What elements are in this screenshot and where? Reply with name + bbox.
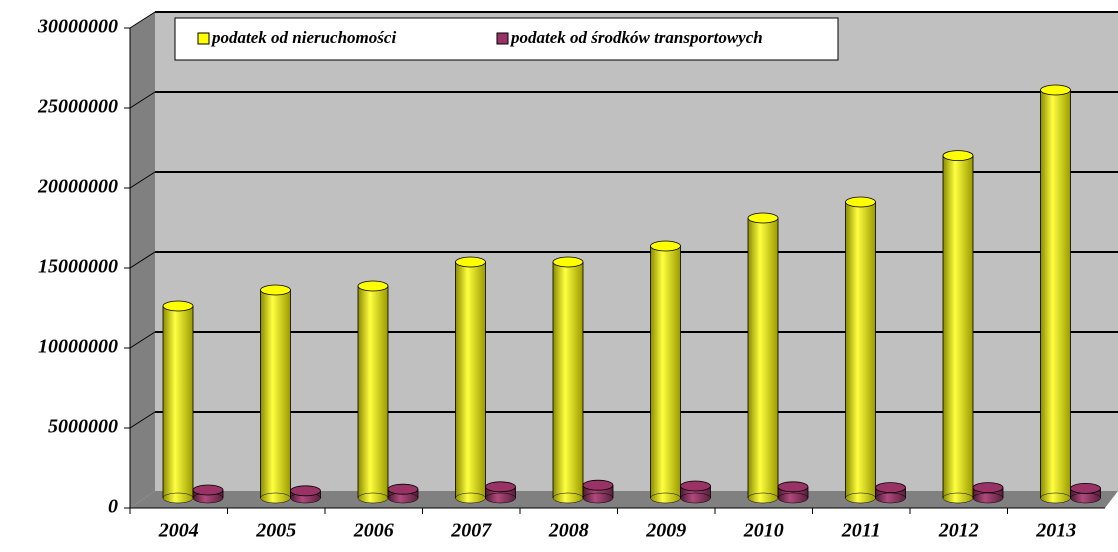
cylinder-top [942,150,974,162]
cylinder-body [943,155,973,498]
y-tick-label: 5000000 [48,416,118,438]
cylinder-top [552,256,584,268]
legend-swatch [496,32,509,45]
cylinder-top [777,481,809,493]
grid-line [129,91,156,109]
cylinder-top [845,196,876,208]
x-tick-label: 2006 [353,520,394,542]
x-tick-label: 2007 [450,520,492,542]
cylinder-top [1040,84,1071,96]
cylinder-body [650,246,681,498]
cylinder-top [650,240,681,252]
cylinder-base [1070,492,1101,504]
x-tick-label: 2009 [645,520,686,542]
x-tick-label: 2012 [938,520,979,542]
cylinder-body [778,486,808,498]
cylinder-body [553,262,583,498]
cylinder-base [357,492,389,504]
cylinder-body [748,218,778,498]
cylinder-body [455,262,486,498]
cylinder-base [552,492,584,504]
x-tick-label: 2008 [548,520,589,542]
y-tick-label: 25000000 [37,96,118,118]
cylinder-base [777,492,809,504]
x-tick-label: 2004 [158,520,199,542]
y-tick-label: 15000000 [38,256,118,278]
cylinder-top [582,479,614,491]
cylinder-base [747,492,779,504]
cylinder-base [845,492,876,504]
x-tick-label: 2010 [743,520,784,542]
legend-label: podatek od środków transportowych [509,28,763,47]
cylinder-base [875,492,906,504]
cylinder-top [1070,482,1101,494]
cylinder-top [747,212,779,224]
cylinder-base [972,492,1004,504]
legend-label: podatek od nieruchomości [210,28,396,47]
grid-line [129,251,156,269]
cylinder-base [680,492,711,504]
cylinder-body [358,286,388,498]
cylinder-body [845,202,876,498]
cylinder-top [875,482,906,494]
x-tick-label: 2005 [255,520,296,542]
cylinder-top [972,482,1004,494]
cylinder-base [455,492,486,504]
legend: podatek od nieruchomości podatek od środk… [174,17,839,61]
cylinder-top [260,284,291,296]
legend-swatch [197,32,210,45]
grid-line [129,11,156,29]
cylinder-base [942,492,974,504]
cylinder-top [485,481,516,493]
cylinder-top [455,256,486,268]
cylinder-top [162,300,194,312]
x-tick-label: 2013 [1035,520,1076,542]
cylinder-top [387,483,419,495]
y-tick-label: 0 [108,496,118,518]
x-tick-label: 2011 [841,520,881,542]
cylinder-base [650,492,681,504]
cylinder-body [260,290,291,498]
cylinder-base [582,492,614,504]
grid-line [129,331,156,349]
cylinder-top [680,480,711,492]
y-tick-label: 30000000 [37,16,118,38]
cylinder-body [485,486,516,498]
grid-line [129,411,156,429]
y-tick-label: 20000000 [37,176,118,198]
cylinder-base [162,492,194,504]
cylinder-body [163,306,193,498]
cylinder-base [260,492,291,504]
y-tick-label: 10000000 [38,336,118,358]
cylinder-base [485,492,516,504]
cylinder-top [357,280,389,292]
cylinder-body [1040,90,1071,498]
cylinder-top [290,485,321,497]
cylinder-top [192,484,224,496]
grid-line [129,171,156,189]
cylinder-base [1040,492,1071,504]
